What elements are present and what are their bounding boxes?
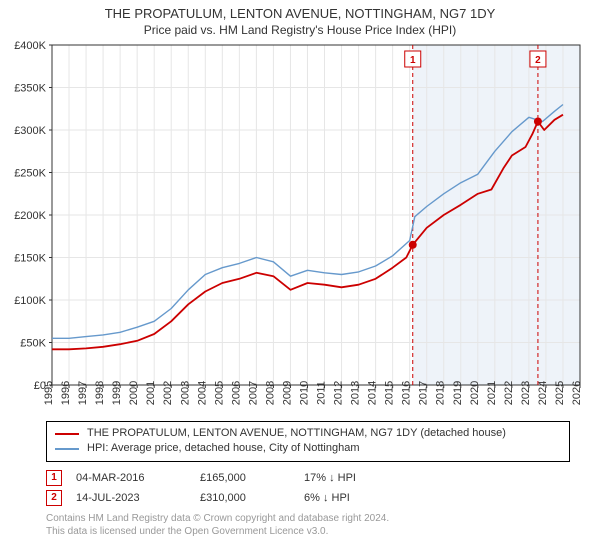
x-tick-label: 2017 (418, 381, 430, 405)
x-tick-label: 2002 (162, 381, 174, 405)
x-tick-label: 2021 (486, 381, 498, 405)
x-tick-label: 2022 (503, 381, 515, 405)
sale-row-pct-vs-hpi: 17% ↓ HPI (304, 472, 404, 484)
x-tick-label: 2006 (230, 381, 242, 405)
chart-subtitle: Price paid vs. HM Land Registry's House … (0, 23, 600, 37)
x-tick-label: 2001 (145, 381, 157, 405)
line-chart-svg: £0£50K£100K£150K£200K£250K£300K£350K£400… (0, 37, 600, 417)
attribution-footer: Contains HM Land Registry data © Crown c… (46, 512, 570, 538)
x-tick-label: 1996 (60, 381, 72, 405)
chart-area: £0£50K£100K£150K£200K£250K£300K£350K£400… (0, 37, 600, 417)
sale-row: 1 04-MAR-2016 £165,000 17% ↓ HPI (46, 470, 570, 486)
x-tick-label: 2010 (298, 381, 310, 405)
sale-row-marker: 1 (46, 470, 62, 486)
legend-item: THE PROPATULUM, LENTON AVENUE, NOTTINGHA… (55, 426, 561, 441)
x-tick-label: 2018 (435, 381, 447, 405)
sale-row-price: £310,000 (200, 492, 290, 504)
legend-swatch (55, 433, 79, 435)
y-tick-label: £50K (20, 338, 46, 350)
x-tick-label: 2007 (247, 381, 259, 405)
y-tick-label: £400K (14, 40, 46, 52)
footer-line-1: Contains HM Land Registry data © Crown c… (46, 512, 570, 525)
legend: THE PROPATULUM, LENTON AVENUE, NOTTINGHA… (46, 421, 570, 462)
x-tick-label: 2009 (281, 381, 293, 405)
x-tick-label: 2015 (384, 381, 396, 405)
sale-row-price: £165,000 (200, 472, 290, 484)
x-tick-label: 1998 (94, 381, 106, 405)
sale-row: 2 14-JUL-2023 £310,000 6% ↓ HPI (46, 490, 570, 506)
legend-label: HPI: Average price, detached house, City… (87, 441, 360, 456)
x-tick-label: 2014 (367, 381, 379, 405)
sale-event-label: 1 (410, 55, 416, 66)
x-tick-label: 1997 (77, 381, 89, 405)
chart-title: THE PROPATULUM, LENTON AVENUE, NOTTINGHA… (0, 6, 600, 21)
x-tick-label: 2016 (401, 381, 413, 405)
sale-event-label: 2 (535, 55, 541, 66)
sale-row-pct-vs-hpi: 6% ↓ HPI (304, 492, 404, 504)
y-tick-label: £300K (14, 125, 46, 137)
y-tick-label: £350K (14, 83, 46, 95)
sale-event-dot (534, 118, 542, 126)
x-tick-label: 2013 (350, 381, 362, 405)
x-tick-label: 2026 (571, 381, 583, 405)
y-tick-label: £150K (14, 253, 46, 265)
x-tick-label: 2000 (128, 381, 140, 405)
sale-row-date: 14-JUL-2023 (76, 492, 186, 504)
sale-row-marker: 2 (46, 490, 62, 506)
sale-row-date: 04-MAR-2016 (76, 472, 186, 484)
y-tick-label: £250K (14, 168, 46, 180)
sale-event-dot (409, 241, 417, 249)
y-tick-label: £200K (14, 210, 46, 222)
legend-item: HPI: Average price, detached house, City… (55, 441, 561, 456)
x-tick-label: 2023 (520, 381, 532, 405)
x-tick-label: 2008 (264, 381, 276, 405)
x-tick-label: 2012 (333, 381, 345, 405)
x-tick-label: 2003 (179, 381, 191, 405)
x-tick-label: 1995 (43, 381, 55, 405)
x-tick-label: 1999 (111, 381, 123, 405)
chart-title-block: THE PROPATULUM, LENTON AVENUE, NOTTINGHA… (0, 0, 600, 37)
x-tick-label: 2025 (554, 381, 566, 405)
sale-events-table: 1 04-MAR-2016 £165,000 17% ↓ HPI 2 14-JUL-202… (46, 470, 570, 506)
x-tick-label: 2024 (537, 381, 549, 405)
x-tick-label: 2005 (213, 381, 225, 405)
footer-line-2: This data is licensed under the Open Gov… (46, 525, 570, 538)
y-tick-label: £100K (14, 295, 46, 307)
x-tick-label: 2004 (196, 381, 208, 405)
x-tick-label: 2019 (452, 381, 464, 405)
legend-swatch (55, 448, 79, 450)
legend-label: THE PROPATULUM, LENTON AVENUE, NOTTINGHA… (87, 426, 506, 441)
x-tick-label: 2020 (469, 381, 481, 405)
